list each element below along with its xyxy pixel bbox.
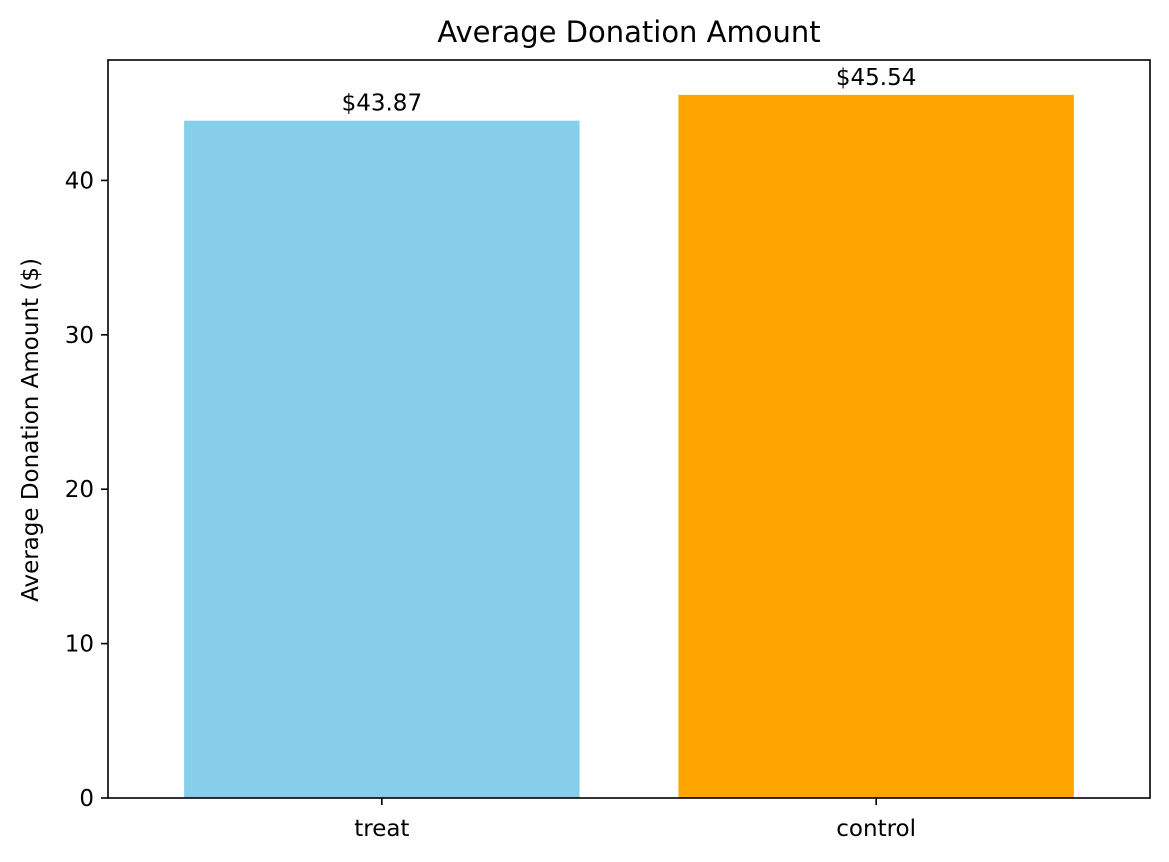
- y-tick-label-20: 20: [65, 477, 94, 503]
- chart-title: Average Donation Amount: [437, 15, 820, 49]
- data-label-control: $45.54: [836, 65, 916, 91]
- bar-control: [678, 94, 1074, 798]
- bar-treat: [184, 120, 580, 798]
- y-axis-label: Average Donation Amount ($): [18, 258, 44, 602]
- y-tick-label-0: 0: [79, 786, 94, 812]
- y-tick-label-10: 10: [65, 632, 94, 658]
- y-tick-label-40: 40: [65, 168, 94, 194]
- y-tick-label-30: 30: [65, 323, 94, 349]
- plot-frame: [107, 59, 1151, 799]
- x-tick-label-control: control: [836, 816, 916, 842]
- x-tick-label-treat: treat: [354, 816, 409, 842]
- bars-layer: $43.87 $45.54: [184, 65, 1074, 798]
- data-label-treat: $43.87: [342, 91, 422, 117]
- ticks-layer: treat control 0 10 20 30 40: [65, 168, 916, 842]
